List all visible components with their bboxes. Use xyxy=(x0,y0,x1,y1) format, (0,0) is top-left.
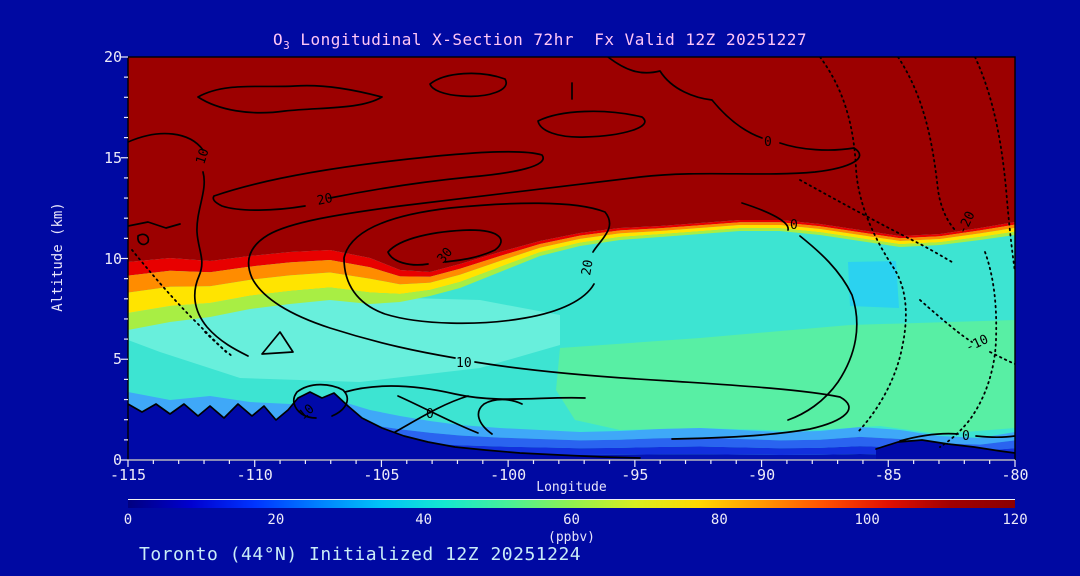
fill-region-navy-left xyxy=(128,392,640,460)
fill-region-bright-cyan xyxy=(848,261,899,308)
colorbar-units-label: (ppbv) xyxy=(548,530,595,545)
colorbar-tick-label: 0 xyxy=(123,512,133,528)
filled-contour-field: 10 20 30 20 0 0 10 10 0 -20 -10 0 xyxy=(128,57,1015,460)
fill-region-navy-right xyxy=(876,440,1015,460)
contour-label: 10 xyxy=(456,356,472,371)
contour-line-zero-surface xyxy=(128,391,641,459)
xtick-label: -105 xyxy=(363,466,400,484)
colorbar-tick-label: 60 xyxy=(563,512,580,528)
page-title: O3 Longitudinal X-Section 72hr Fx Valid … xyxy=(0,30,1080,52)
ytick-label: 20 xyxy=(103,48,122,66)
overlay-contours-solid xyxy=(128,57,1015,442)
xtick-label: -110 xyxy=(236,466,273,484)
colorbar xyxy=(128,499,1015,508)
ytick-label: 5 xyxy=(112,350,122,369)
contour-label: 0 xyxy=(962,429,970,444)
contour-label: 0 xyxy=(426,407,434,422)
fill-band xyxy=(128,222,1015,293)
title-element: O xyxy=(272,30,284,49)
title-subscript: 3 xyxy=(283,39,291,53)
colorbar-tick-label: 100 xyxy=(854,512,880,528)
colorbar-tick-label: 120 xyxy=(1002,512,1028,528)
xtick-label: -95 xyxy=(621,466,649,484)
ytick-label: 15 xyxy=(103,148,122,167)
fill-band xyxy=(128,392,1015,445)
tropopause-transition-bands xyxy=(128,57,1015,330)
colorbar-tick-label: 80 xyxy=(710,512,728,528)
ytick-label: 0 xyxy=(112,451,122,469)
y-axis-label: Altitude (km) xyxy=(50,202,66,312)
contour-triangle-detail xyxy=(261,331,294,355)
x-axis-label: Longitude xyxy=(536,480,607,495)
fill-band xyxy=(128,220,1015,277)
ytick-label: 10 xyxy=(103,249,122,268)
colorbar-tick-label: 20 xyxy=(267,512,285,528)
fill-region-light-cyan xyxy=(128,295,560,382)
contour-label: 20 xyxy=(316,191,334,209)
initialization-caption: Toronto (44°N) Initialized 12Z 20251224 xyxy=(139,544,582,565)
xtick-label: -115 xyxy=(109,466,147,484)
contour-label: 0 xyxy=(790,218,798,233)
xtick-label: -90 xyxy=(748,466,776,484)
xtick-label: -85 xyxy=(874,466,902,484)
axis-ticks xyxy=(121,56,1016,467)
contour-label: 0 xyxy=(764,135,772,150)
contour-label: 20 xyxy=(579,259,596,277)
xtick-label: -80 xyxy=(1001,466,1029,484)
overlay-contours-dotted xyxy=(131,57,1015,448)
colorbar-tick-label: 40 xyxy=(415,512,433,528)
xtick-label: -100 xyxy=(490,466,527,484)
fill-band xyxy=(128,57,1015,272)
fill-band xyxy=(128,224,1015,313)
contour-line-zero-surface-right xyxy=(875,439,1015,454)
fill-region-green xyxy=(556,320,1015,434)
title-text: Longitudinal X-Section 72hr Fx Valid 12Z… xyxy=(290,30,808,49)
contour-label: 10 xyxy=(194,147,213,167)
